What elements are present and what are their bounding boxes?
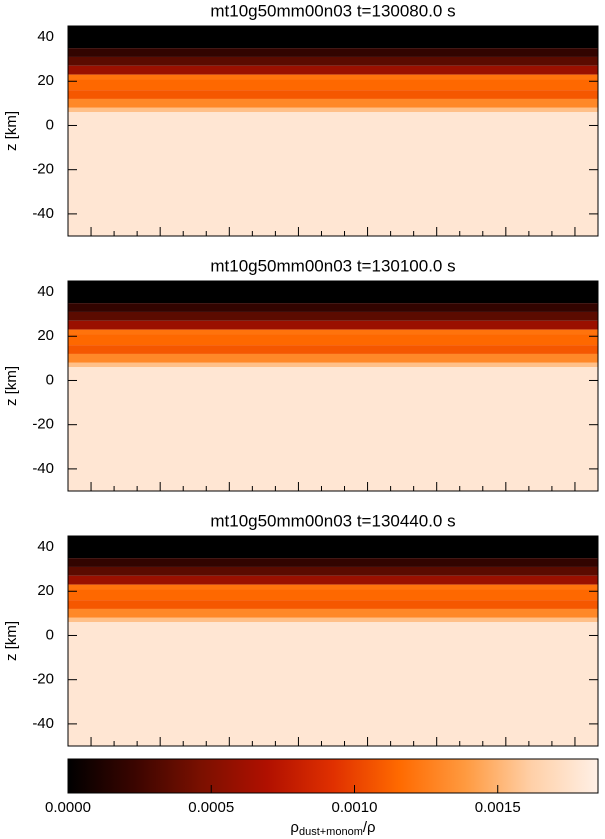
y-axis-label: z [km] xyxy=(3,111,20,151)
axes xyxy=(67,535,599,747)
y-tick-label: 40 xyxy=(37,283,54,300)
colorbar-tick-label: 0.0005 xyxy=(188,799,234,816)
plot-frame xyxy=(67,535,599,747)
colorbar-tick-label: 0.0015 xyxy=(475,799,521,816)
heat-band xyxy=(68,107,598,113)
heat-band xyxy=(68,65,598,75)
panel-title: mt10g50mm00n03 t=130100.0 s xyxy=(210,256,455,275)
heat-band xyxy=(68,74,598,80)
panel-title: mt10g50mm00n03 t=130080.0 s xyxy=(210,1,455,20)
heat-band xyxy=(68,334,598,346)
heat-band xyxy=(68,329,598,335)
heat-band xyxy=(68,112,598,236)
heat-band xyxy=(68,584,598,590)
y-axis-label: z [km] xyxy=(3,366,20,406)
colorbar-label: ρdust+monom/ρ xyxy=(290,819,375,838)
heat-band xyxy=(68,353,598,363)
heat-band xyxy=(68,281,598,304)
heat-band xyxy=(68,589,598,601)
heat-band xyxy=(68,566,598,576)
heat-band xyxy=(68,622,598,746)
y-tick-label: 20 xyxy=(37,582,54,599)
colorbar-tick-label: 0.0000 xyxy=(45,799,91,816)
y-tick-label: -20 xyxy=(32,161,54,178)
y-tick-label: -40 xyxy=(32,205,54,222)
y-tick-label: -20 xyxy=(32,671,54,688)
y-tick-label: 20 xyxy=(37,72,54,89)
heat-band xyxy=(68,98,598,108)
y-tick-label: 40 xyxy=(37,538,54,555)
label-sub: dust+monom xyxy=(299,826,363,838)
y-tick-label: 0 xyxy=(46,371,54,388)
y-tick-label: 20 xyxy=(37,327,54,344)
label-tail: /ρ xyxy=(363,819,376,836)
heat-band xyxy=(68,26,598,49)
heat-band xyxy=(68,362,598,368)
heat-band xyxy=(68,79,598,91)
heat-band xyxy=(68,558,598,567)
heat-band xyxy=(68,311,598,321)
plot-frame xyxy=(67,25,599,237)
heat-band xyxy=(68,600,598,609)
y-tick-label: -20 xyxy=(32,416,54,433)
heat-band xyxy=(68,48,598,57)
heat-band xyxy=(68,303,598,312)
colorbar xyxy=(67,758,599,794)
y-axis-label: z [km] xyxy=(3,621,20,661)
y-tick-label: 0 xyxy=(46,626,54,643)
label-main: ρ xyxy=(290,819,299,836)
heat-band xyxy=(68,617,598,623)
heat-band xyxy=(68,608,598,618)
plot-frame xyxy=(67,280,599,492)
heat-band xyxy=(68,90,598,99)
heat-band xyxy=(68,56,598,66)
panel-title: mt10g50mm00n03 t=130440.0 s xyxy=(210,511,455,530)
heat-band xyxy=(68,367,598,491)
y-tick-label: -40 xyxy=(32,715,54,732)
colorbar-tick-label: 0.0010 xyxy=(332,799,378,816)
heat-band xyxy=(68,320,598,330)
y-tick-label: 40 xyxy=(37,28,54,45)
y-tick-label: 0 xyxy=(46,116,54,133)
y-tick-label: -40 xyxy=(32,460,54,477)
axes xyxy=(67,25,599,237)
heat-band xyxy=(68,345,598,354)
axes xyxy=(67,280,599,492)
heat-band xyxy=(68,536,598,559)
heat-band xyxy=(68,575,598,585)
